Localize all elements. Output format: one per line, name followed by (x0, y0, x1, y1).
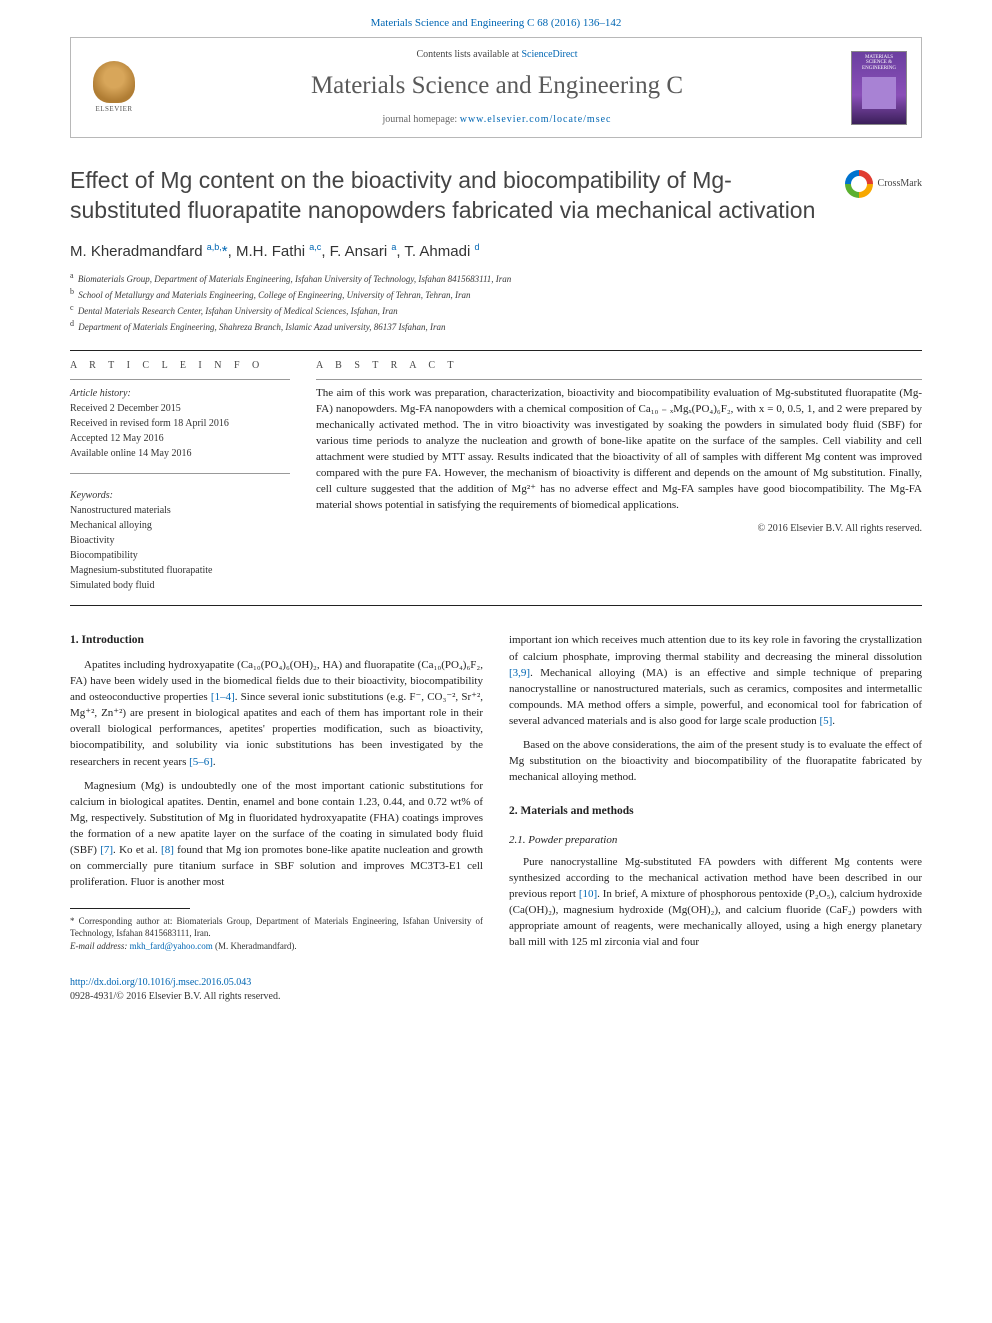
ref-link-1-4[interactable]: [1–4] (211, 691, 235, 703)
history-label: Article history: (70, 386, 290, 401)
elsevier-logo-label: ELSEVIER (95, 105, 132, 115)
crossmark-icon (845, 170, 873, 198)
rule-bottom (70, 605, 922, 606)
abstract-heading: A B S T R A C T (316, 359, 922, 373)
cover-image-placeholder (862, 77, 896, 109)
intro-p3-a: important ion which receives much attent… (509, 634, 922, 662)
keywords-label: Keywords: (70, 488, 290, 503)
rule-info-2 (70, 473, 290, 474)
keyword-line: Simulated body fluid (70, 578, 290, 593)
footnote-email-line: E-mail address: mkh_fard@yahoo.com (M. K… (70, 940, 483, 953)
intro-p2: Magnesium (Mg) is undoubtedly one of the… (70, 778, 483, 890)
intro-p1-c: . (213, 756, 216, 768)
body-col-right: important ion which receives much attent… (509, 632, 922, 958)
intro-p1: Apatites including hydroxyapatite (Ca₁₀(… (70, 657, 483, 769)
intro-p3-c: . (832, 715, 835, 727)
ref-link-10[interactable]: [10] (579, 888, 597, 900)
article-title: Effect of Mg content on the bioactivity … (70, 166, 833, 225)
affiliation-line: c Dental Materials Research Center, Isfa… (70, 302, 922, 318)
running-header-link[interactable]: Materials Science and Engineering C 68 (… (371, 17, 622, 29)
body-col-left: 1. Introduction Apatites including hydro… (70, 632, 483, 958)
ref-link-7[interactable]: [7] (100, 844, 113, 856)
history-line: Available online 14 May 2016 (70, 446, 290, 461)
affiliations: a Biomaterials Group, Department of Mate… (70, 270, 922, 334)
abstract-copyright: © 2016 Elsevier B.V. All rights reserved… (316, 522, 922, 536)
footnote-email-label: E-mail address: (70, 941, 130, 951)
doi-link[interactable]: http://dx.doi.org/10.1016/j.msec.2016.05… (70, 977, 251, 988)
homepage-line: journal homepage: www.elsevier.com/locat… (157, 113, 837, 127)
rule-info-1 (70, 379, 290, 380)
abstract-text: The aim of this work was preparation, ch… (316, 386, 922, 514)
footnote-rule (70, 908, 190, 909)
rule-top (70, 350, 922, 351)
mm-p1: Pure nanocrystalline Mg-substituted FA p… (509, 854, 922, 950)
history-line: Accepted 12 May 2016 (70, 431, 290, 446)
homepage-link[interactable]: www.elsevier.com/locate/msec (460, 114, 612, 125)
corresponding-footnote: * Corresponding author at: Biomaterials … (70, 915, 483, 953)
affiliation-line: a Biomaterials Group, Department of Mate… (70, 270, 922, 286)
intro-p4: Based on the above considerations, the a… (509, 737, 922, 785)
intro-p3: important ion which receives much attent… (509, 632, 922, 728)
heading-introduction: 1. Introduction (70, 632, 483, 649)
header-center: Contents lists available at ScienceDirec… (157, 48, 837, 127)
crossmark-label: CrossMark (878, 177, 922, 191)
keywords-block: Keywords: Nanostructured materialsMechan… (70, 488, 290, 593)
history-line: Received 2 December 2015 (70, 401, 290, 416)
keyword-line: Magnesium-substituted fluorapatite (70, 563, 290, 578)
footnote-email-link[interactable]: mkh_fard@yahoo.com (130, 941, 213, 951)
contents-prefix: Contents lists available at (416, 49, 521, 60)
cover-thumbnail: MATERIALS SCIENCE & ENGINEERING (851, 51, 907, 125)
heading-powder-prep: 2.1. Powder preparation (509, 832, 922, 848)
homepage-prefix: journal homepage: (383, 114, 460, 125)
history-line: Received in revised form 18 April 2016 (70, 416, 290, 431)
body-columns: 1. Introduction Apatites including hydro… (70, 632, 922, 958)
elsevier-logo: ELSEVIER (85, 56, 143, 120)
ref-link-5[interactable]: [5] (819, 715, 832, 727)
ref-link-8[interactable]: [8] (161, 844, 174, 856)
affiliation-line: d Department of Materials Engineering, S… (70, 318, 922, 334)
heading-materials-methods: 2. Materials and methods (509, 803, 922, 820)
running-header: Materials Science and Engineering C 68 (… (0, 0, 992, 37)
keyword-line: Biocompatibility (70, 548, 290, 563)
journal-name: Materials Science and Engineering C (157, 68, 837, 103)
footnote-text: * Corresponding author at: Biomaterials … (70, 915, 483, 940)
intro-p2-b: . Ko et al. (113, 844, 161, 856)
cover-label-1: MATERIALS SCIENCE & ENGINEERING (855, 55, 903, 72)
footnote-email-person: (M. Kheradmandfard). (213, 941, 297, 951)
ref-link-5-6[interactable]: [5–6] (189, 756, 213, 768)
article-info-heading: A R T I C L E I N F O (70, 359, 290, 373)
crossmark-badge[interactable]: CrossMark (845, 170, 922, 198)
keyword-line: Nanostructured materials (70, 503, 290, 518)
keyword-line: Mechanical alloying (70, 518, 290, 533)
contents-line: Contents lists available at ScienceDirec… (157, 48, 837, 62)
page-footer: http://dx.doi.org/10.1016/j.msec.2016.05… (70, 976, 922, 1004)
keyword-line: Bioactivity (70, 533, 290, 548)
article-history: Article history: Received 2 December 201… (70, 386, 290, 461)
elsevier-tree-icon (93, 61, 135, 103)
affiliation-line: b School of Metallurgy and Materials Eng… (70, 286, 922, 302)
authors-line: M. Kheradmandfard a,b,*, M.H. Fathi a,c,… (70, 241, 922, 262)
intro-p3-b: . Mechanical alloying (MA) is an effecti… (509, 667, 922, 727)
sciencedirect-link[interactable]: ScienceDirect (521, 49, 577, 60)
abstract-column: A B S T R A C T The aim of this work was… (316, 359, 922, 593)
rule-abs (316, 379, 922, 380)
issn-copyright: 0928-4931/© 2016 Elsevier B.V. All right… (70, 990, 922, 1004)
ref-link-3-9[interactable]: [3,9] (509, 667, 530, 679)
journal-header: ELSEVIER Contents lists available at Sci… (70, 37, 922, 138)
article-info-column: A R T I C L E I N F O Article history: R… (70, 359, 290, 593)
